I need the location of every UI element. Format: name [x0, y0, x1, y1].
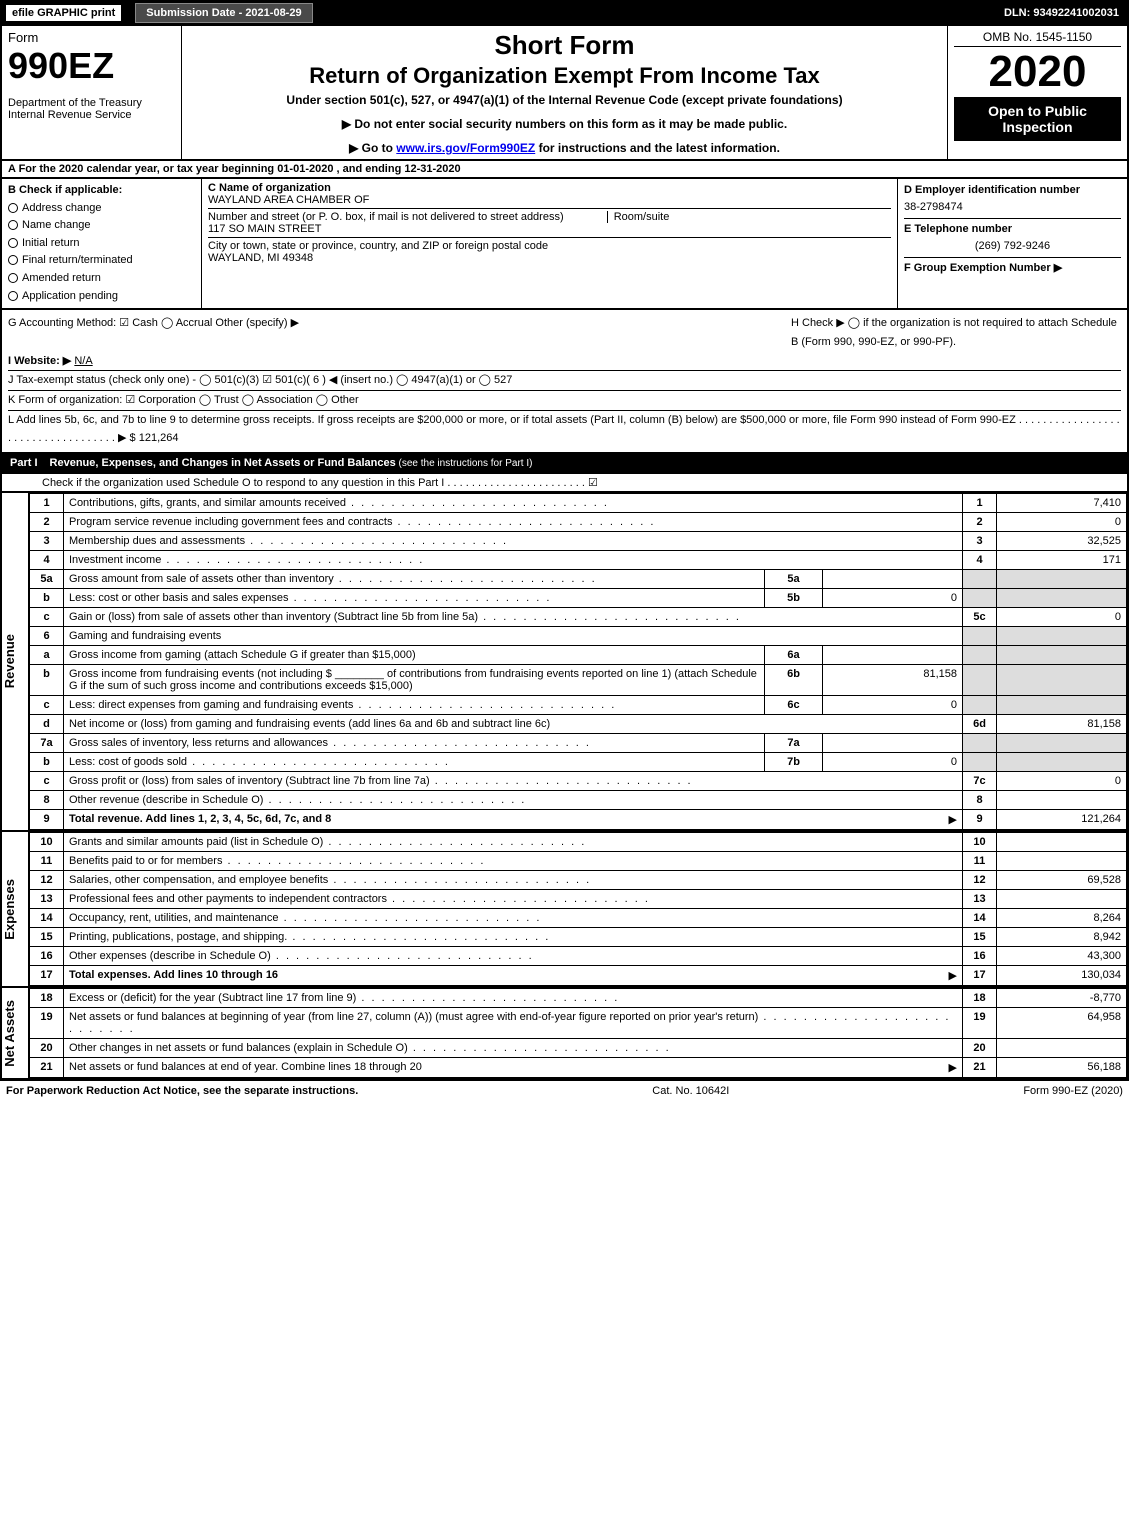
- line-10: 10Grants and similar amounts paid (list …: [30, 832, 1127, 851]
- goto-notice: ▶ Go to www.irs.gov/Form990EZ for instru…: [188, 141, 941, 155]
- section-def: D Employer identification number 38-2798…: [897, 179, 1127, 308]
- line-21: 21Net assets or fund balances at end of …: [30, 1057, 1127, 1077]
- paperwork-notice: For Paperwork Reduction Act Notice, see …: [6, 1085, 358, 1097]
- line-7a: 7aGross sales of inventory, less returns…: [30, 733, 1127, 752]
- short-form-title: Short Form: [188, 30, 941, 61]
- line-i: I Website: ▶ N/A: [8, 352, 1121, 371]
- line-j: J Tax-exempt status (check only one) - ◯…: [8, 370, 1121, 391]
- open-inspection: Open to Public Inspection: [954, 97, 1121, 141]
- line-15: 15Printing, publications, postage, and s…: [30, 927, 1127, 946]
- line-7c: cGross profit or (loss) from sales of in…: [30, 771, 1127, 790]
- dept-irs: Internal Revenue Service: [8, 109, 175, 121]
- top-bar: efile GRAPHIC print Submission Date - 20…: [0, 0, 1129, 26]
- line-6a: aGross income from gaming (attach Schedu…: [30, 645, 1127, 664]
- line-5b: bLess: cost or other basis and sales exp…: [30, 588, 1127, 607]
- page-footer: For Paperwork Reduction Act Notice, see …: [0, 1080, 1129, 1101]
- org-city: WAYLAND, MI 49348: [208, 252, 891, 264]
- line-18: 18Excess or (deficit) for the year (Subt…: [30, 988, 1127, 1007]
- ssn-notice: ▶ Do not enter social security numbers o…: [188, 117, 941, 131]
- line-20: 20Other changes in net assets or fund ba…: [30, 1038, 1127, 1057]
- line-4: 4Investment income4171: [30, 550, 1127, 569]
- revenue-section: Revenue 1Contributions, gifts, grants, a…: [0, 493, 1129, 832]
- form-header: Form 990EZ Department of the Treasury In…: [0, 26, 1129, 161]
- line-17: 17Total expenses. Add lines 10 through 1…: [30, 965, 1127, 985]
- dln-number: DLN: 93492241002031: [1004, 7, 1127, 19]
- line-13: 13Professional fees and other payments t…: [30, 889, 1127, 908]
- line-2: 2Program service revenue including gover…: [30, 512, 1127, 531]
- line-h: H Check ▶ ◯ if the organization is not r…: [791, 314, 1121, 351]
- form-ref: Form 990-EZ (2020): [1023, 1085, 1123, 1097]
- irs-link[interactable]: www.irs.gov/Form990EZ: [396, 141, 535, 155]
- tax-year: 2020: [954, 47, 1121, 97]
- expenses-section: Expenses 10Grants and similar amounts pa…: [0, 832, 1129, 988]
- line-16: 16Other expenses (describe in Schedule O…: [30, 946, 1127, 965]
- form-subtitle: Under section 501(c), 527, or 4947(a)(1)…: [188, 93, 941, 107]
- line-3: 3Membership dues and assessments332,525: [30, 531, 1127, 550]
- catalog-number: Cat. No. 10642I: [652, 1085, 729, 1097]
- line-7b: bLess: cost of goods sold7b0: [30, 752, 1127, 771]
- line-1: 1Contributions, gifts, grants, and simil…: [30, 493, 1127, 512]
- line-5c: cGain or (loss) from sale of assets othe…: [30, 607, 1127, 626]
- line-6c: cLess: direct expenses from gaming and f…: [30, 695, 1127, 714]
- netassets-section: Net Assets 18Excess or (deficit) for the…: [0, 988, 1129, 1080]
- dept-treasury: Department of the Treasury: [8, 97, 175, 109]
- line-6b: bGross income from fundraising events (n…: [30, 664, 1127, 695]
- line-8: 8Other revenue (describe in Schedule O)8: [30, 790, 1127, 809]
- line-k: K Form of organization: ☑ Corporation ◯ …: [8, 391, 1121, 411]
- line-6: 6Gaming and fundraising events: [30, 626, 1127, 645]
- submission-date: Submission Date - 2021-08-29: [135, 3, 312, 23]
- section-c: C Name of organization WAYLAND AREA CHAM…: [202, 179, 897, 308]
- info-grid: B Check if applicable: Address change Na…: [0, 179, 1129, 310]
- form-title: Return of Organization Exempt From Incom…: [188, 63, 941, 89]
- section-b: B Check if applicable: Address change Na…: [2, 179, 202, 308]
- part-i-header: Part I Revenue, Expenses, and Changes in…: [0, 454, 1129, 474]
- form-number: 990EZ: [8, 45, 175, 87]
- efile-badge: efile GRAPHIC print: [6, 5, 121, 21]
- part-i-check: Check if the organization used Schedule …: [0, 474, 1129, 493]
- phone-value: (269) 792-9246: [904, 238, 1121, 255]
- line-19: 19Net assets or fund balances at beginni…: [30, 1007, 1127, 1038]
- line-14: 14Occupancy, rent, utilities, and mainte…: [30, 908, 1127, 927]
- org-address: 117 SO MAIN STREET: [208, 223, 891, 235]
- line-5a: 5aGross amount from sale of assets other…: [30, 569, 1127, 588]
- form-word: Form: [8, 30, 175, 45]
- line-6d: dNet income or (loss) from gaming and fu…: [30, 714, 1127, 733]
- line-9: 9Total revenue. Add lines 1, 2, 3, 4, 5c…: [30, 809, 1127, 829]
- line-11: 11Benefits paid to or for members11: [30, 851, 1127, 870]
- line-l: L Add lines 5b, 6c, and 7b to line 9 to …: [8, 411, 1121, 448]
- omb-number: OMB No. 1545-1150: [954, 30, 1121, 47]
- row-a-calendar: A For the 2020 calendar year, or tax yea…: [0, 161, 1129, 179]
- ein-value: 38-2798474: [904, 199, 1121, 216]
- line-g: G Accounting Method: ☑ Cash ◯ Accrual Ot…: [8, 314, 791, 351]
- line-12: 12Salaries, other compensation, and empl…: [30, 870, 1127, 889]
- org-name: WAYLAND AREA CHAMBER OF: [208, 194, 891, 206]
- mid-section: G Accounting Method: ☑ Cash ◯ Accrual Ot…: [0, 310, 1129, 454]
